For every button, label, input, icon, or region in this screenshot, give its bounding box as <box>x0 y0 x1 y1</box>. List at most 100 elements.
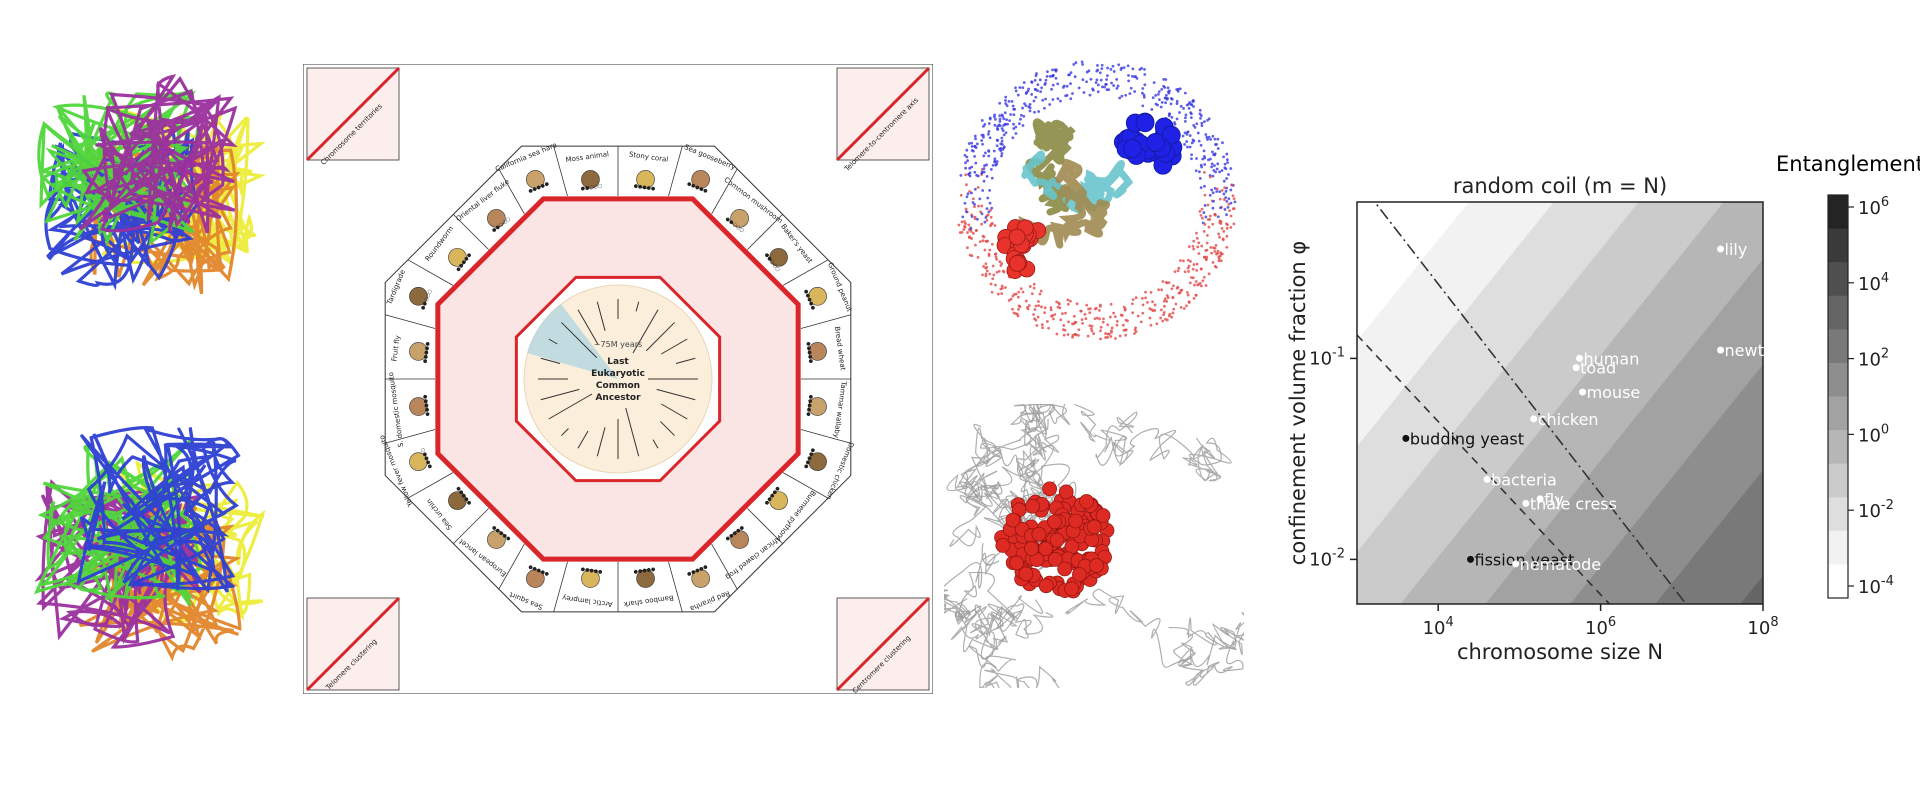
sphere-particle <box>1106 335 1110 339</box>
sphere-particle <box>1129 86 1133 90</box>
sphere-particle <box>1114 337 1117 340</box>
red-bead <box>1024 541 1039 556</box>
sphere-particle <box>1016 295 1020 299</box>
sphere-particle <box>1157 90 1161 94</box>
sphere-particle <box>971 197 975 201</box>
sphere-particle <box>1157 92 1160 96</box>
sphere-particle <box>1110 81 1113 85</box>
organism-cell-divider <box>800 314 851 329</box>
sphere-particle <box>1000 127 1004 130</box>
sphere-particle <box>1203 204 1207 207</box>
sphere-particle <box>1000 143 1004 146</box>
sphere-particle <box>1142 95 1146 99</box>
sphere-particle <box>1222 192 1226 196</box>
sphere-particle <box>1167 314 1171 318</box>
organism-illustration <box>808 452 827 471</box>
sphere-particle <box>1194 280 1198 283</box>
sphere-particle <box>1164 317 1167 321</box>
sphere-particle <box>1019 117 1022 121</box>
sphere-particle <box>1049 308 1053 312</box>
sphere-particle <box>1195 236 1199 240</box>
sphere-particle <box>1204 249 1208 252</box>
sphere-particle <box>1203 223 1207 226</box>
organism-illustration <box>808 287 827 306</box>
sphere-particle <box>1208 175 1212 179</box>
organism-illustration <box>730 209 749 228</box>
sphere-particle <box>1215 167 1219 171</box>
sphere-particle <box>990 176 994 180</box>
sphere-particle <box>1183 143 1186 146</box>
organism-illustration <box>487 209 506 228</box>
phylogeny-highlight-wedge <box>527 304 618 379</box>
sphere-particle <box>1097 308 1101 312</box>
sphere-particle <box>1027 105 1031 109</box>
sphere-particle <box>968 236 971 240</box>
blue-bead <box>1161 125 1181 145</box>
sphere-particle <box>959 173 963 177</box>
sphere-particle <box>1081 78 1085 82</box>
sphere-particle <box>1032 282 1036 286</box>
sphere-particle <box>1086 334 1090 338</box>
grey-polymer-strand <box>1104 428 1232 482</box>
sphere-particle <box>1221 237 1225 241</box>
corner-hic-matrix-bottom-left: Telomere clustering <box>305 596 401 692</box>
colorbar-level <box>1828 195 1848 230</box>
sphere-particle <box>983 164 986 168</box>
sphere-particle <box>968 190 971 193</box>
colorbar-level <box>1828 463 1848 498</box>
sphere-particle <box>1030 292 1034 296</box>
sphere-particle <box>1133 332 1136 335</box>
confidence-dots: ●●●●● <box>805 394 814 417</box>
organism-cell-divider <box>711 543 738 590</box>
sphere-particle <box>1021 124 1025 127</box>
sphere-particle <box>1212 246 1215 250</box>
sphere-particle <box>1192 296 1196 300</box>
confidence-dots: ●●●●● <box>805 341 814 364</box>
red-bead <box>1042 481 1057 497</box>
phylogeny-branch <box>577 430 589 449</box>
sphere-particle <box>1017 308 1020 311</box>
sphere-particle <box>983 123 987 126</box>
polymer-chain-render-top <box>37 74 266 295</box>
sphere-particle <box>1151 309 1155 312</box>
sphere-particle <box>1046 70 1049 74</box>
sphere-particle <box>1074 61 1078 65</box>
sphere-particle <box>1128 92 1132 96</box>
sphere-particle <box>1053 313 1057 316</box>
sphere-particle <box>1191 99 1195 102</box>
sphere-particle <box>1120 94 1124 98</box>
sphere-particle <box>1203 120 1206 124</box>
colorbar-tick-label: 100 <box>1858 422 1889 446</box>
confidence-dots: ●●●●● <box>633 566 656 575</box>
phylogeny-branch <box>625 407 640 457</box>
sphere-particle <box>1179 289 1183 292</box>
sphere-particle <box>1179 104 1183 108</box>
sphere-particle <box>1092 332 1096 335</box>
colorbar-level <box>1828 530 1848 565</box>
sphere-particle <box>1073 75 1077 79</box>
sphere-particle <box>1017 122 1021 126</box>
red-bead <box>1068 513 1084 529</box>
sphere-particle <box>1204 284 1208 287</box>
sphere-particle <box>980 222 984 226</box>
sphere-particle <box>1170 315 1174 319</box>
sphere-particle <box>1124 328 1127 332</box>
organism-cell-divider <box>747 508 783 544</box>
sphere-particle <box>963 154 967 157</box>
sphere-point-cloud <box>957 60 1237 341</box>
blue-bead <box>1146 133 1165 152</box>
sphere-particle <box>1183 131 1187 135</box>
luca-line-3: Common <box>596 381 640 391</box>
organism-cell-divider <box>747 214 783 250</box>
sphere-particle <box>985 265 989 269</box>
organism-illustration <box>636 170 655 189</box>
sphere-particle <box>1051 68 1054 72</box>
matrix-diagonal <box>835 596 931 692</box>
sphere-particle <box>1204 215 1208 219</box>
sphere-particle <box>1004 99 1007 102</box>
sphere-particle <box>1038 292 1042 296</box>
sphere-particle <box>1213 164 1216 168</box>
sphere-particle <box>1000 139 1004 143</box>
sphere-particle <box>1162 84 1166 88</box>
sphere-particle <box>1186 145 1189 149</box>
